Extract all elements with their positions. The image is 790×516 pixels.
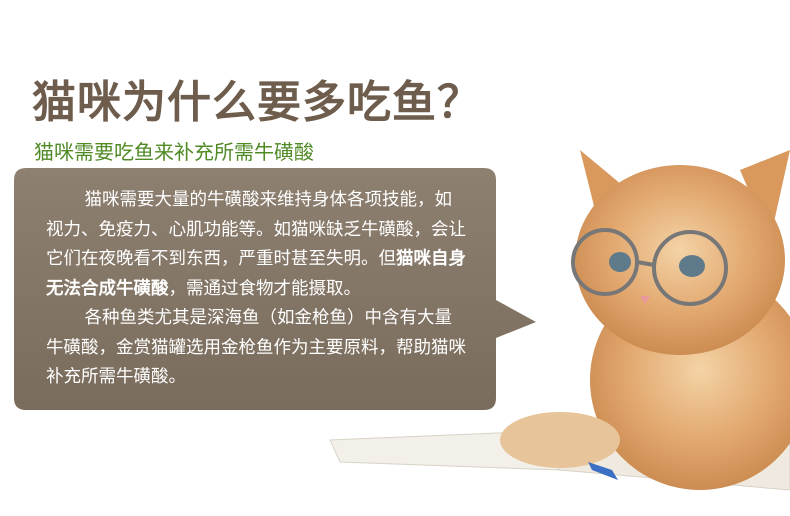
speech-bubble: [14, 168, 536, 410]
paragraph: 各种鱼类尤其是深海鱼（如金枪鱼）中含有大量牛磺酸，金赏猫罐选用金枪鱼作为主要原料…: [46, 304, 468, 393]
text: ，需通过食物才能摄取。: [168, 278, 362, 299]
text: 猫咪需要大量的牛磺酸来维持身体各项技能，如视力、免疫力、心肌功能等。如猫咪缺乏牛…: [46, 190, 466, 269]
title: 猫咪为什么要多吃鱼？: [32, 77, 482, 128]
emphasis: 猫咪自身无法合成牛磺酸: [46, 249, 466, 299]
bubble-text: 猫咪需要大量的牛磺酸来维持身体各项技能，如视力、免疫力、心肌功能等。如猫咪缺乏牛…: [46, 186, 468, 393]
cat: [329, 150, 790, 491]
text: 各种鱼类尤其是深海鱼（如金枪鱼）中含有大量牛磺酸，金赏猫罐选用金枪鱼作为主要原料…: [46, 308, 466, 387]
paragraph: 猫咪需要大量的牛磺酸来维持身体各项技能，如视力、免疫力、心肌功能等。如猫咪缺乏牛…: [46, 186, 468, 304]
subtitle: 猫咪需要吃鱼来补充所需牛磺酸: [34, 140, 314, 164]
